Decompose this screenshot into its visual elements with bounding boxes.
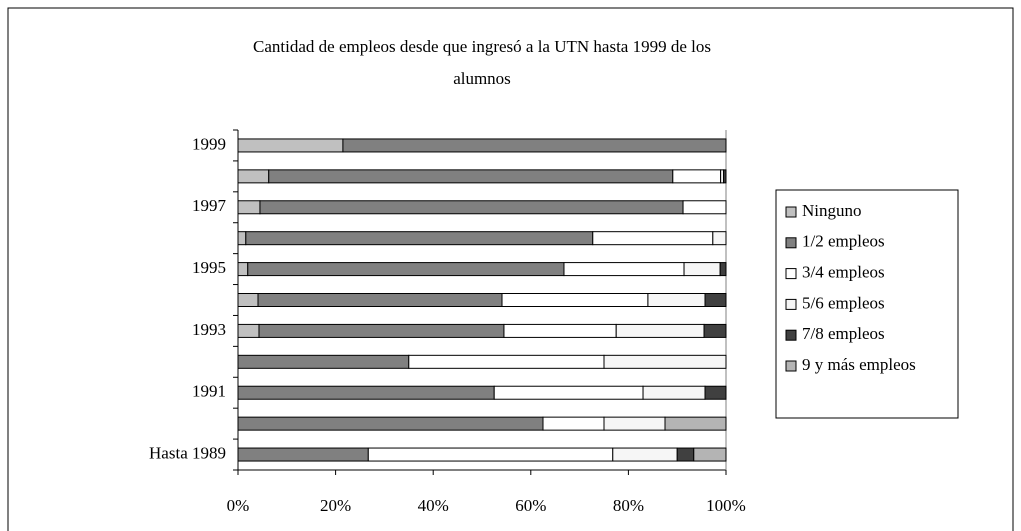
bar-segment (237, 138, 344, 153)
bar-segment (693, 447, 727, 462)
bar-segment (237, 231, 247, 246)
bar-segment (237, 169, 270, 184)
bar-segment (237, 354, 410, 369)
legend-label: 7/8 empleos (802, 324, 885, 343)
bar-segment (237, 447, 369, 462)
legend-label: 3/4 empleos (802, 263, 885, 282)
legend-swatch (785, 268, 797, 280)
bar-segment (237, 385, 495, 400)
y-tick-label: 1993 (192, 320, 226, 339)
legend-label: 1/2 empleos (802, 232, 885, 251)
bar-segment (642, 385, 706, 400)
bar-segment (503, 323, 617, 338)
bar-segment (723, 169, 727, 184)
bar-segment (712, 231, 727, 246)
legend-swatch (785, 237, 797, 249)
bar-segment (672, 169, 722, 184)
x-tick-label: 60% (515, 496, 546, 515)
bar-segment (615, 323, 705, 338)
bar-segment (237, 323, 260, 338)
bar-segment (704, 385, 727, 400)
bar-segment (501, 293, 649, 307)
legend-swatch (785, 298, 797, 310)
bar-segment (719, 262, 727, 277)
bar-segment (647, 293, 706, 307)
x-tick-label: 100% (706, 496, 746, 515)
bar-segment (237, 262, 249, 277)
legend-label: 5/6 empleos (802, 293, 885, 312)
y-tick-label: 1997 (192, 196, 227, 215)
bar-segment (237, 293, 259, 307)
y-tick-label: Hasta 1989 (149, 443, 226, 462)
bar-segment (683, 262, 721, 277)
legend-swatch (785, 360, 797, 372)
bar-segment (603, 416, 666, 431)
x-tick-label: 80% (613, 496, 644, 515)
x-tick-label: 0% (227, 496, 250, 515)
bar-segment (237, 200, 261, 215)
y-tick-label: 1999 (192, 134, 226, 153)
bar-segment (268, 169, 674, 184)
y-tick-label: 1991 (192, 382, 226, 401)
legend-label: Ninguno (802, 201, 862, 220)
bar-segment (408, 354, 605, 369)
bar-segment (603, 354, 727, 369)
bar-segment (237, 416, 544, 431)
bar-segment (257, 293, 503, 307)
bar-segment (664, 416, 727, 431)
bar-segment (259, 200, 684, 215)
x-tick-label: 40% (418, 496, 449, 515)
bar-segment (367, 447, 614, 462)
legend-swatch (785, 206, 797, 218)
bar-segment (703, 323, 727, 338)
x-tick-label: 20% (320, 496, 351, 515)
bar-segment (247, 262, 565, 277)
chart-title: Cantidad de empleos desde que ingresó a … (253, 37, 711, 88)
bar-segment (704, 293, 727, 307)
bar-segment (676, 447, 695, 462)
bar-segment (542, 416, 605, 431)
legend-label: 9 y más empleos (802, 355, 916, 374)
bar-segment (342, 138, 727, 153)
bar-segment (612, 447, 678, 462)
bar-segment (592, 231, 714, 246)
bar-segment (258, 323, 505, 338)
legend-box (775, 189, 959, 419)
bar-segment (682, 200, 727, 215)
bar-segment (563, 262, 685, 277)
bar-segment (493, 385, 644, 400)
bar-segment (245, 231, 594, 246)
legend-swatch (785, 329, 797, 341)
y-tick-label: 1995 (192, 258, 226, 277)
